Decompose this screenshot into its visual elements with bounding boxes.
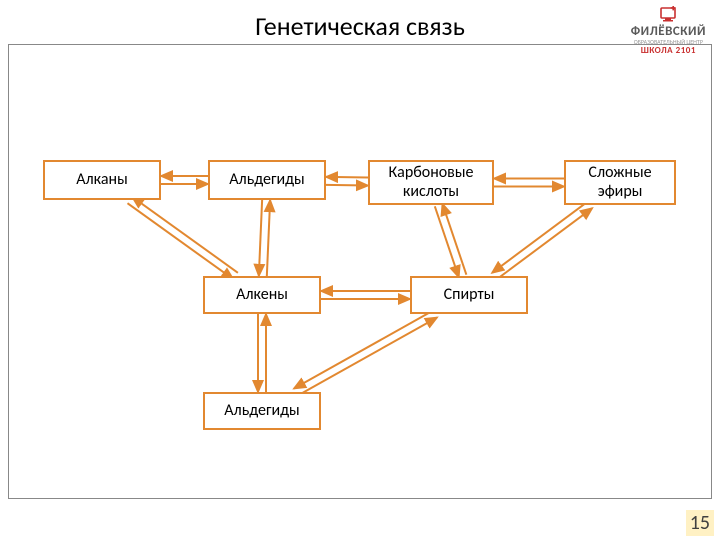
node-karbon: Карбоновыекислоты [368, 160, 494, 205]
node-spirty: Спирты [410, 276, 528, 314]
node-alkeny: Алкены [203, 276, 321, 314]
node-aldegidy2: Альдегиды [203, 392, 321, 430]
diagram-edges [8, 44, 712, 499]
logo-icon [657, 6, 679, 24]
page-title: Генетическая связь [0, 10, 720, 42]
node-alkany: Алканы [43, 160, 161, 200]
logo-brand: ФИЛЁВСКИЙ [631, 25, 706, 39]
node-slozhnye: Сложныеэфиры [564, 160, 676, 205]
page-number: 15 [686, 510, 714, 536]
node-aldegidy1: Альдегиды [208, 160, 326, 200]
diagram: Алканы Альдегиды Карбоновыекислоты Сложныеэ… [8, 44, 712, 499]
